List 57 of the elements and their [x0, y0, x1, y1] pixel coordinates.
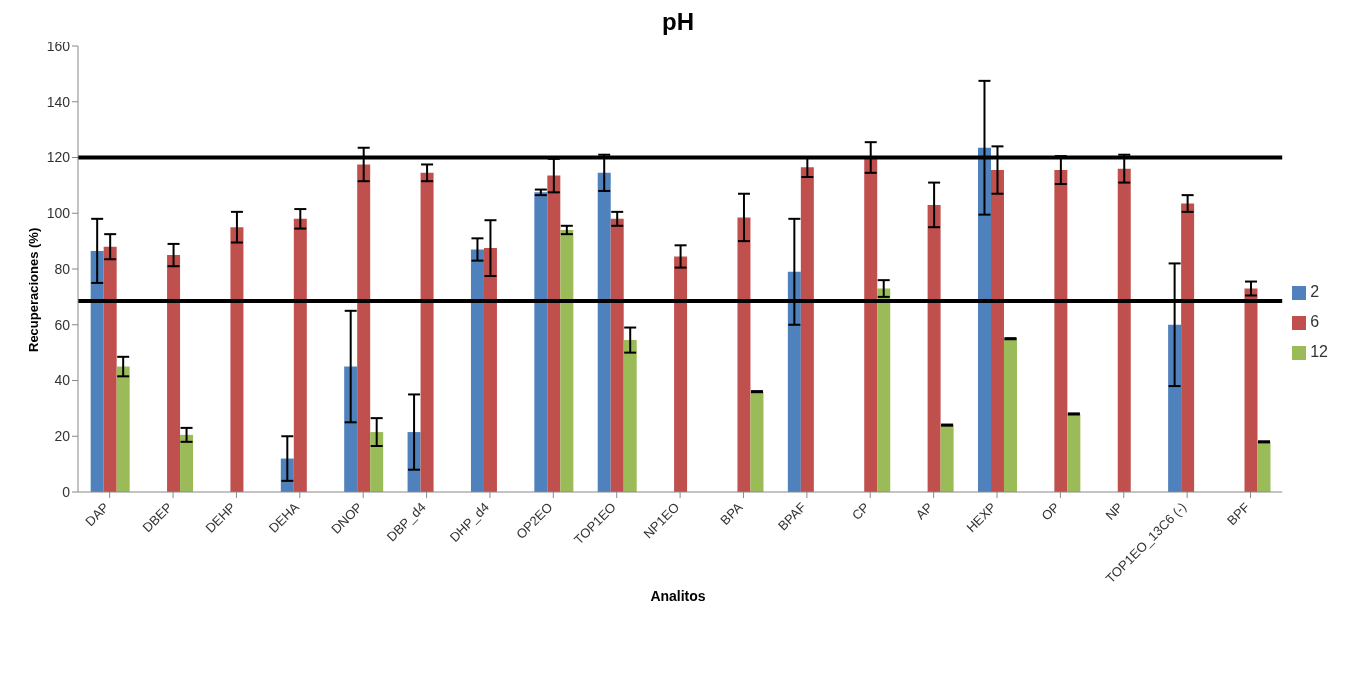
bar: [864, 157, 878, 492]
bar: [597, 172, 611, 492]
bar: [547, 175, 561, 492]
x-tick-label: CP: [848, 499, 873, 523]
y-tick-label: 40: [54, 372, 71, 389]
bar: [230, 227, 244, 492]
x-tick-label: AP: [912, 499, 936, 523]
bar: [1003, 338, 1017, 492]
bar: [420, 172, 434, 492]
x-tick-label: OP: [1038, 499, 1063, 524]
bar: [483, 248, 497, 492]
legend-label: 2: [1310, 283, 1320, 300]
y-tick-label: 140: [46, 93, 71, 110]
x-axis-title: Analitos: [649, 588, 707, 604]
chart-title: pH: [662, 8, 694, 35]
bar: [1117, 168, 1131, 492]
bar: [344, 366, 358, 492]
bar: [623, 340, 637, 492]
bar: [800, 167, 814, 492]
bar: [180, 434, 194, 492]
bar: [1067, 413, 1081, 492]
legend-label: 6: [1310, 313, 1320, 330]
bar: [787, 271, 801, 492]
bar: [977, 147, 991, 492]
bar: [534, 192, 548, 492]
bar: [167, 255, 181, 492]
bar: [1244, 288, 1258, 492]
x-tick-label: BPA: [717, 499, 746, 528]
bar: [674, 256, 688, 492]
bar: [610, 218, 624, 492]
y-tick-label: 120: [46, 149, 71, 166]
y-tick-label: 20: [54, 428, 71, 445]
y-axis-title: Recuperaciones (%): [26, 227, 41, 352]
bar: [293, 218, 307, 492]
y-tick-label: 60: [54, 316, 71, 333]
y-tick-label: 100: [46, 205, 71, 222]
y-tick-label: 160: [46, 37, 71, 54]
bar: [737, 217, 751, 492]
y-tick-label: 80: [54, 260, 71, 277]
legend-label: 12: [1310, 343, 1328, 360]
y-tick-label: 0: [62, 483, 71, 500]
bar: [940, 425, 954, 492]
bar: [750, 391, 764, 492]
bar: [877, 288, 891, 492]
bar: [357, 164, 371, 492]
bar: [990, 170, 1004, 492]
bar: [560, 229, 574, 492]
bar: [927, 204, 941, 492]
bar: [1168, 324, 1182, 492]
bar: [470, 249, 484, 492]
bar: [1054, 170, 1068, 492]
bar: [1181, 203, 1195, 492]
bar: [90, 250, 104, 492]
bar: [1257, 441, 1271, 492]
bar: [370, 432, 384, 492]
bar: [103, 246, 117, 492]
bar: [116, 366, 130, 492]
